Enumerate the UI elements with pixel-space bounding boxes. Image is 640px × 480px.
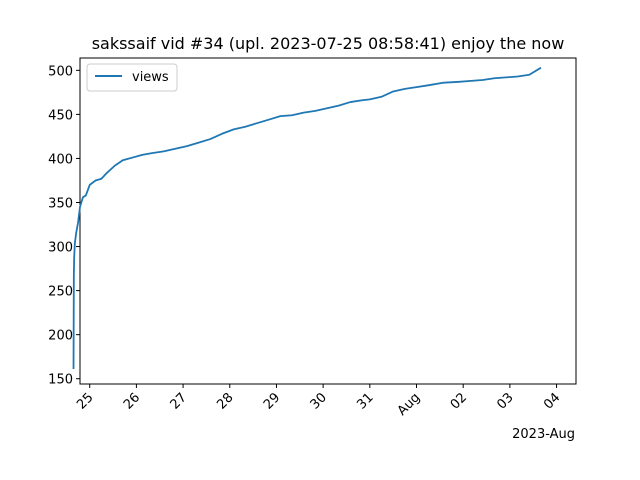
y-tick-label: 300 — [48, 241, 73, 256]
legend: views — [86, 63, 178, 92]
legend-box — [86, 63, 178, 92]
y-tick-label: 450 — [48, 108, 73, 123]
plot-area — [79, 57, 577, 385]
y-tick-label: 150 — [48, 373, 73, 388]
x-tick-label: 04 — [541, 390, 563, 412]
x-tick-label: 27 — [168, 390, 190, 412]
x-tick-label: 28 — [214, 390, 236, 412]
y-tick-label: 250 — [48, 285, 73, 300]
x-tick-label: 02 — [448, 390, 470, 412]
x-tick-label: 31 — [354, 390, 376, 412]
x-tick-label: 29 — [261, 390, 283, 412]
x-tick-label: 03 — [494, 390, 516, 412]
x-axis: 25 26 27 28 29 30 31 Aug 02 03 04 — [74, 384, 563, 419]
legend-label-views: views — [132, 70, 169, 85]
x-tick-label: 26 — [121, 390, 143, 412]
y-tick-label: 400 — [48, 152, 73, 167]
plot-frame — [79, 57, 577, 385]
y-tick-label: 350 — [48, 196, 73, 211]
y-axis: 150 200 250 300 350 400 450 500 — [48, 64, 80, 388]
series-layer — [72, 66, 542, 370]
x-tick-label: 25 — [74, 390, 96, 412]
x-tick-label: Aug — [395, 390, 424, 419]
x-tick-label: 30 — [308, 390, 330, 412]
y-tick-label: 500 — [48, 64, 73, 79]
x-offset-label: 2023-Aug — [512, 427, 575, 442]
y-tick-label: 200 — [48, 329, 73, 344]
series-line-views — [72, 66, 542, 370]
chart-title: sakssaif vid #34 (upl. 2023-07-25 08:58:… — [92, 34, 565, 53]
